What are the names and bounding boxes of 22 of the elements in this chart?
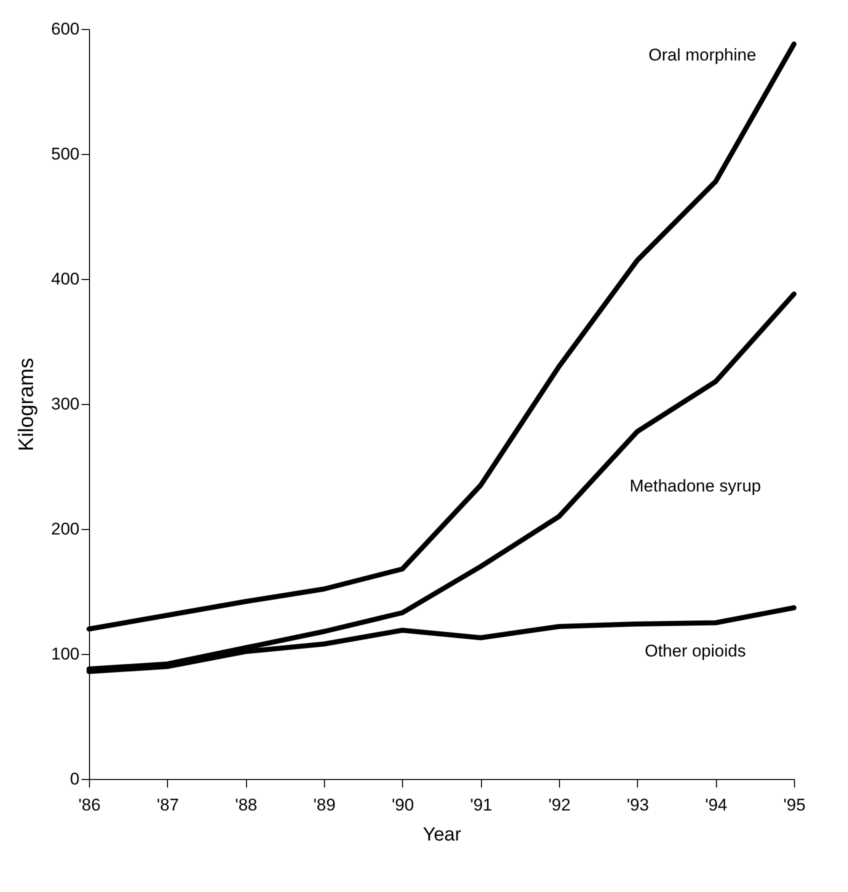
series-label: Other opioids — [644, 642, 746, 660]
y-tick-label: 0 — [70, 770, 80, 788]
series-label: Methadone syrup — [630, 476, 761, 496]
x-tick-label: '90 — [392, 796, 414, 814]
y-tick-label: 500 — [51, 144, 80, 164]
x-tick-label: '92 — [548, 796, 571, 814]
x-tick-label: '87 — [156, 796, 179, 814]
y-tick-label: 100 — [51, 644, 80, 664]
x-tick-label: '93 — [626, 796, 649, 814]
y-tick-label: 400 — [51, 270, 80, 288]
x-tick-label: '95 — [783, 796, 806, 814]
series-label: Oral morphine — [648, 45, 756, 64]
y-axis-title: Kilograms — [15, 358, 38, 452]
x-tick-label: '86 — [78, 796, 101, 814]
x-axis-title: Year — [422, 824, 462, 846]
x-tick-label: '88 — [235, 796, 258, 814]
x-tick-label: '94 — [705, 796, 728, 814]
x-tick-label: '91 — [470, 796, 492, 814]
y-tick-label: 600 — [51, 20, 80, 38]
x-tick-label: '89 — [313, 796, 336, 814]
y-tick-label: 300 — [51, 394, 80, 414]
y-tick-label: 200 — [51, 520, 80, 538]
